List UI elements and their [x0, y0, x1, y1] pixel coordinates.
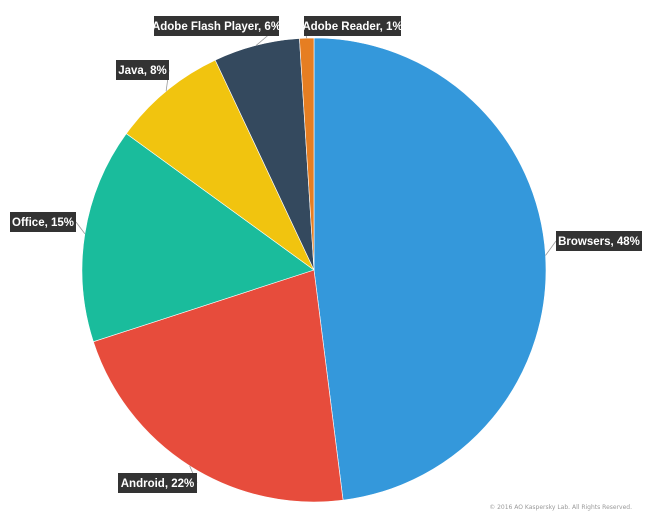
data-label-text: Office, 15%	[12, 217, 74, 229]
data-label: Browsers, 48%	[556, 231, 642, 251]
data-label-text: Browsers, 48%	[558, 236, 640, 248]
copyright-notice: © 2016 AO Kaspersky Lab. All Rights Rese…	[489, 504, 632, 511]
data-label-text: Adobe Reader, 1%	[302, 21, 402, 33]
pie-slice-office	[81, 133, 315, 343]
data-label: Office, 15%	[10, 212, 76, 232]
data-label-box	[116, 60, 169, 80]
data-label-box	[304, 16, 401, 36]
leader-line	[75, 221, 86, 234]
leader-line	[545, 240, 557, 256]
data-label-box	[154, 16, 279, 36]
data-label-box	[556, 231, 642, 251]
data-label-text: Adobe Flash Player, 6%	[152, 21, 281, 33]
data-label: Adobe Reader, 1%	[302, 16, 403, 36]
data-label-text: Android, 22%	[121, 478, 194, 490]
data-label-text: Java, 8%	[118, 65, 167, 77]
pie-slice-browsers	[313, 37, 547, 501]
data-label-box	[10, 212, 76, 232]
pie-slice-adobe-reader	[299, 37, 315, 271]
data-label-box	[118, 473, 197, 493]
data-label: Adobe Flash Player, 6%	[152, 16, 281, 36]
data-label: Java, 8%	[116, 60, 169, 80]
pie-slice-java	[125, 59, 315, 271]
data-label: Android, 22%	[118, 473, 197, 493]
